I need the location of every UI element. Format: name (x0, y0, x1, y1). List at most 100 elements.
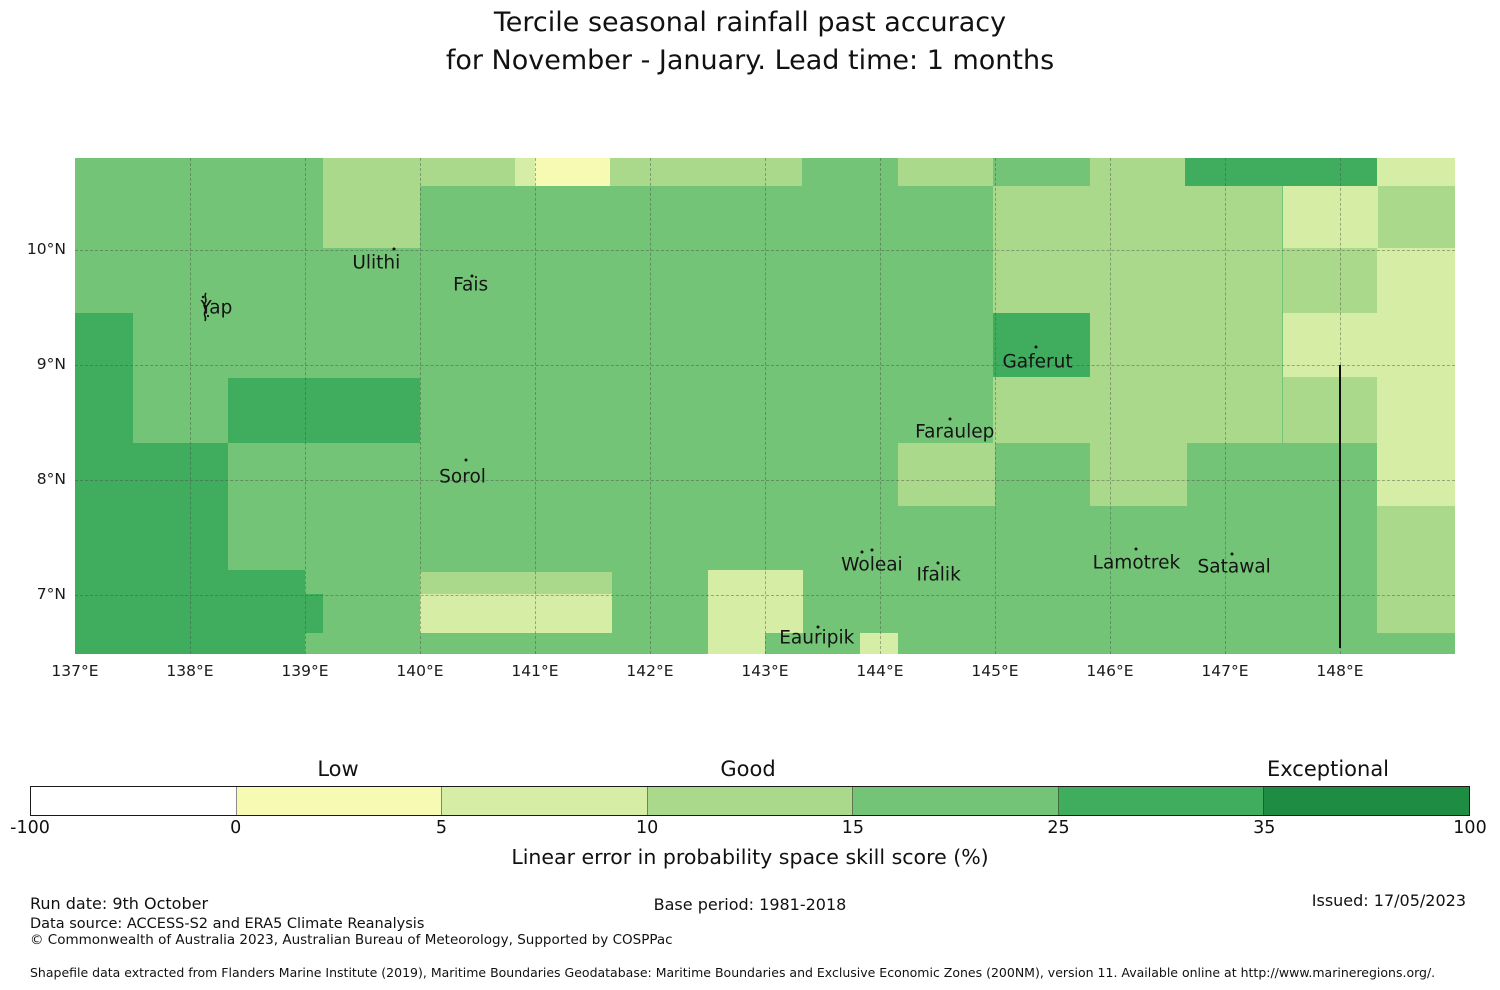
colorbar-segment (31, 787, 237, 815)
map-cell (707, 632, 765, 654)
gridline-horizontal (75, 480, 1455, 481)
map-cell (75, 313, 133, 654)
map-cell (535, 158, 610, 186)
colorbar-tick-label: 0 (230, 818, 242, 838)
colorbar-tick-label: 100 (1453, 818, 1487, 838)
island-dot (1230, 552, 1234, 556)
map-canvas: Yap Ulithi Fais Sorol Gaferut Faraulep Woleai I… (75, 158, 1455, 654)
footer-run-date: Run date: 9th October (30, 894, 209, 913)
island-dot (464, 458, 468, 462)
map-cell (1282, 185, 1378, 248)
gridline-horizontal (75, 250, 1455, 251)
map-cell (515, 158, 535, 186)
island-label: Sorol (439, 466, 486, 488)
island-label: Lamotrek (1092, 552, 1181, 574)
map-cell (898, 158, 993, 186)
colorbar (30, 786, 1470, 816)
gridline-vertical (1225, 158, 1226, 654)
chart-title-line2: for November - January. Lead time: 1 mon… (445, 45, 1055, 76)
map-cell (1090, 443, 1188, 507)
gridline-horizontal (75, 595, 1455, 596)
map-cell (992, 313, 1091, 377)
gridline-vertical (880, 158, 881, 654)
yap-island-icon (201, 292, 210, 322)
colorbar-band-label: Exceptional (1266, 757, 1390, 781)
island-dot (860, 550, 864, 554)
map-cell (1376, 185, 1455, 248)
y-tick-label: 7°N (36, 585, 66, 603)
gridline-horizontal (75, 365, 1455, 366)
colorbar-band-label: Good (720, 757, 776, 781)
colorbar-axis-label: Linear error in probability space skill … (511, 845, 989, 869)
map-cell (1376, 247, 1455, 507)
chart-title-line1: Tercile seasonal rainfall past accuracy (493, 7, 1007, 38)
y-tick-label: 10°N (26, 240, 66, 258)
island-dot (936, 561, 939, 565)
island-dot (470, 274, 474, 278)
map-cell (305, 593, 324, 633)
island-label: Satawal (1197, 556, 1271, 578)
gridline-vertical (420, 158, 421, 654)
colorbar-band-label: Low (317, 757, 359, 781)
y-tick-label: 9°N (36, 355, 66, 373)
x-tick-label: 142°E (626, 662, 674, 680)
map-cell (992, 185, 1283, 314)
map-cell (227, 377, 420, 444)
island-dot (948, 417, 952, 421)
map-cell (1282, 247, 1378, 314)
chart-title: Tercile seasonal rainfall past accuracy … (0, 4, 1500, 80)
gridline-vertical (650, 158, 651, 654)
map-cell (1090, 313, 1283, 444)
x-tick-label: 146°E (1086, 662, 1134, 680)
island-dot (870, 548, 874, 552)
map-cell (1376, 158, 1455, 186)
colorbar-segment (236, 787, 443, 815)
colorbar-tick-label: 25 (1047, 818, 1070, 838)
gridline-vertical (305, 158, 306, 654)
map-cell (1282, 376, 1378, 444)
map-cell (860, 632, 899, 654)
island-label: Woleai (841, 554, 903, 576)
map-cell (132, 443, 228, 654)
map-cell (992, 376, 1091, 444)
map-cell (609, 158, 802, 186)
colorbar-segment (1058, 787, 1265, 815)
x-tick-label: 144°E (856, 662, 904, 680)
gridline-vertical (535, 158, 536, 654)
x-tick-label: 137°E (51, 662, 99, 680)
island-label: Yap (200, 297, 233, 318)
x-tick-label: 145°E (971, 662, 1019, 680)
footer-base-period: Base period: 1981-2018 (653, 895, 847, 914)
map-cell (1282, 313, 1378, 377)
eez-boundary-line (1339, 365, 1341, 648)
footer-data-source: Data source: ACCESS-S2 and ERA5 Climate … (30, 916, 425, 932)
map-cell (420, 572, 613, 594)
gridline-vertical (190, 158, 191, 654)
x-tick-label: 140°E (396, 662, 444, 680)
map-cell (420, 593, 613, 633)
map-cell (1184, 158, 1378, 186)
footer-copyright: © Commonwealth of Australia 2023, Austra… (30, 932, 673, 948)
island-label: Ifalik (916, 564, 961, 586)
map-cell (707, 569, 803, 633)
colorbar-segment (853, 787, 1059, 815)
colorbar-tick-label: -100 (10, 818, 50, 838)
map-cell (227, 569, 305, 654)
colorbar-segment (442, 787, 648, 815)
x-tick-label: 138°E (166, 662, 214, 680)
island-label: Fais (453, 274, 489, 295)
island-label: Gaferut (1002, 351, 1073, 373)
map-cell (323, 158, 420, 248)
island-dot (816, 625, 820, 629)
island-label: Ulithi (352, 252, 401, 274)
island-dot (1034, 345, 1038, 349)
x-tick-label: 139°E (281, 662, 329, 680)
y-tick-label: 8°N (36, 470, 66, 488)
x-tick-label: 141°E (511, 662, 559, 680)
colorbar-segment (1264, 787, 1470, 815)
map-cell (1376, 506, 1455, 633)
colorbar-tick-label: 15 (841, 818, 864, 838)
colorbar-tick-label: 35 (1253, 818, 1276, 838)
map-cell (1090, 158, 1185, 186)
